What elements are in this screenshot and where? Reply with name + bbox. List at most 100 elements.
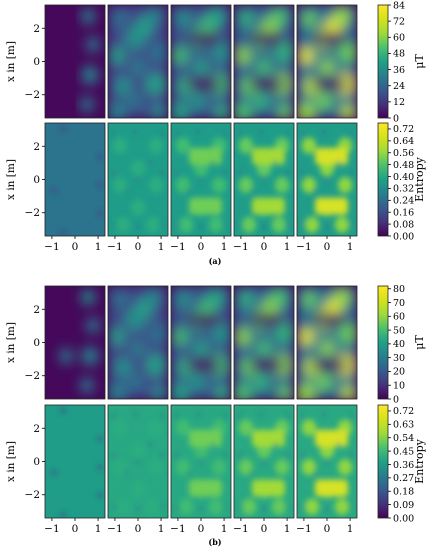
colorbar: [377, 285, 389, 400]
y-tick-label: 0: [33, 174, 40, 186]
heatmap-texture: [234, 286, 294, 399]
heatmap-texture: [58, 289, 101, 394]
colorbar-tick-label: 50: [393, 325, 405, 336]
subplot-frame: [107, 285, 169, 400]
x-tick-label: 1: [158, 241, 165, 253]
colorbar-tick-label: 0.63: [393, 420, 414, 431]
y-tick-label: −2: [25, 207, 40, 219]
heatmap-texture: [112, 412, 164, 515]
y-tick-label: 0: [33, 456, 40, 468]
heatmap-cell: [171, 405, 231, 518]
colorbar-tick-label: 0.18: [393, 487, 414, 498]
colorbar-tick-label: 0.09: [393, 500, 414, 511]
heatmap-texture: [52, 408, 103, 517]
heatmap-cell: [108, 123, 168, 236]
x-tick-label: −1: [44, 241, 59, 253]
y-axis-label: x in [m]: [5, 322, 17, 363]
heatmap-cell: [297, 123, 357, 236]
y-tick-label: 2: [33, 304, 40, 316]
caption-b: (b): [208, 537, 221, 547]
colorbar-tick-label: 0.72: [393, 124, 414, 135]
y-tick-label: −2: [25, 370, 40, 382]
subplot-frame: [170, 4, 232, 119]
heatmap-cell: [297, 5, 357, 118]
x-tick-label: −1: [170, 523, 185, 535]
heatmap-texture: [238, 412, 290, 515]
heatmap-cell: [234, 5, 294, 118]
colorbar: [377, 4, 389, 119]
colorbar: [377, 404, 389, 519]
colorbar-tick-label: 36: [393, 65, 405, 76]
x-tick-label: −1: [107, 241, 122, 253]
colorbar-tick-label: 0.54: [393, 433, 414, 444]
colorbar-tick-label: 84: [393, 0, 405, 11]
heatmap-cell: [45, 286, 105, 399]
heatmap-texture: [175, 130, 227, 233]
x-tick-label: −1: [233, 523, 248, 535]
x-tick-label: 0: [324, 523, 331, 535]
colorbar-tick-label: 60: [393, 33, 405, 44]
heatmap-cell: [108, 5, 168, 118]
colorbar-tick-label: 60: [393, 312, 405, 323]
heatmap-texture: [175, 412, 227, 515]
colorbar-tick-label: 0.72: [393, 406, 414, 417]
colorbar-tick-label: 0.64: [393, 136, 414, 147]
colorbar-tick-label: 0.08: [393, 219, 414, 230]
colorbar-tick-label: 0.45: [393, 446, 414, 457]
colorbar-tick-label: 0.00: [393, 231, 414, 242]
x-tick-label: 0: [261, 241, 268, 253]
y-tick-label: −2: [25, 89, 40, 101]
heatmap-texture: [79, 8, 101, 113]
colorbar-tick-label: 72: [393, 16, 405, 27]
heatmap-texture: [108, 5, 168, 118]
colorbar-tick-label: 48: [393, 49, 405, 60]
x-tick-label: −1: [233, 241, 248, 253]
colorbar-tick-label: 0.36: [393, 460, 414, 471]
heatmap-cell: [171, 123, 231, 236]
heatmap-cell: [108, 286, 168, 399]
heatmap-texture: [171, 286, 231, 399]
x-tick-label: 0: [198, 523, 205, 535]
heatmap-texture: [108, 286, 168, 399]
heatmap-texture: [297, 5, 357, 118]
colorbar-tick-label: 24: [393, 81, 405, 92]
x-tick-label: 1: [347, 241, 354, 253]
heatmap-cell: [297, 286, 357, 399]
subplot-frame: [296, 4, 358, 119]
heatmap-cell: [297, 405, 357, 518]
colorbar-label: Entropy: [413, 156, 426, 201]
heatmap-texture: [301, 412, 353, 515]
x-tick-label: 0: [72, 523, 79, 535]
colorbar-tick-label: 0.48: [393, 160, 414, 171]
colorbar: [377, 122, 389, 237]
heatmap-background: [45, 405, 105, 518]
colorbar-tick-label: 0.56: [393, 148, 414, 159]
y-axis-label: x in [m]: [5, 441, 17, 482]
heatmap-texture: [234, 5, 294, 118]
heatmap-cell: [171, 5, 231, 118]
heatmap-row-2: −1 0 1 −1 0 1 −1 0 1 −1 0 1 −1 0 1 2 0 −2 x in [m] 0.720.64…: [5, 122, 426, 253]
heatmap-texture: [171, 5, 231, 118]
heatmap-background: [45, 5, 105, 118]
subplot-frame: [296, 285, 358, 400]
subplot-frame: [233, 4, 295, 119]
heatmap-texture: [297, 286, 357, 399]
heatmap-cell: [45, 405, 105, 518]
x-tick-label: 1: [95, 523, 102, 535]
heatmap-cell: [234, 123, 294, 236]
heatmap-cell: [171, 286, 231, 399]
subplot-frame: [233, 285, 295, 400]
colorbar-tick-label: 20: [393, 367, 405, 378]
heatmap-cell: [234, 405, 294, 518]
heatmap-cell: [45, 123, 105, 236]
x-tick-label: 0: [261, 523, 268, 535]
x-tick-label: 0: [198, 241, 205, 253]
x-tick-label: 0: [324, 241, 331, 253]
heatmap-texture: [112, 130, 164, 233]
x-tick-label: 1: [347, 523, 354, 535]
y-tick-label: −2: [25, 489, 40, 501]
heatmap-texture: [301, 130, 353, 233]
colorbar-label: μT: [413, 335, 426, 350]
x-tick-label: 1: [284, 523, 291, 535]
colorbar-tick-label: 0: [393, 113, 399, 124]
